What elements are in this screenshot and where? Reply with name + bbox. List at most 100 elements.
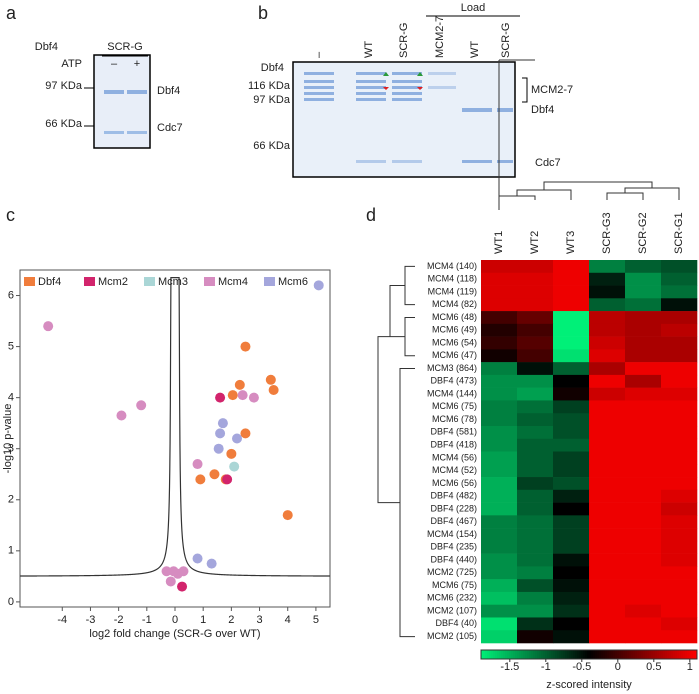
row-label: MCM6 (75) [432, 580, 477, 590]
colorbar-step [643, 650, 646, 659]
lane-label: WT [363, 41, 375, 58]
cell [553, 540, 590, 554]
x-tick-label: 5 [313, 614, 319, 626]
bracket [522, 77, 528, 103]
colorbar-step [605, 650, 608, 659]
x-tick-label: 2 [228, 614, 234, 626]
cell [589, 477, 626, 491]
cell [553, 502, 590, 516]
cell [481, 438, 518, 452]
point [268, 384, 279, 395]
colorbar-tick-label: 1 [687, 661, 693, 673]
cell [589, 311, 626, 325]
colorbar-step [531, 650, 534, 659]
cell [625, 489, 662, 503]
colorbar-step [629, 650, 632, 659]
cell [589, 260, 626, 274]
cell [661, 464, 698, 478]
colorbar-step [581, 650, 584, 659]
lane-label: SCR-G [500, 23, 512, 58]
legend-swatch [144, 277, 155, 286]
row-label: DBF4 (40) [435, 618, 477, 628]
point [282, 510, 293, 521]
x-tick-label: 0 [172, 614, 178, 626]
colorbar-step [689, 650, 692, 659]
cell [481, 502, 518, 516]
colorbar-step [645, 650, 648, 659]
cell [661, 349, 698, 363]
cell [625, 540, 662, 554]
cell [625, 413, 662, 427]
band [104, 131, 124, 134]
colorbar-step [687, 650, 690, 659]
colorbar-step [641, 650, 644, 659]
arrowhead [383, 72, 423, 76]
y-tick-label: 6 [8, 289, 14, 301]
colorbar-step [615, 650, 618, 659]
row-label: DBF4 (467) [430, 516, 477, 526]
colorbar-step [481, 650, 484, 659]
cell [625, 362, 662, 376]
cell [589, 464, 626, 478]
point [206, 558, 217, 569]
colorbar-step [597, 650, 600, 659]
cell [553, 285, 590, 299]
panel-label: c [6, 205, 15, 225]
column-label: SCR-G2 [637, 212, 649, 254]
lane-label: WT [469, 41, 481, 58]
cell [553, 566, 590, 580]
cell [517, 515, 554, 529]
point [43, 321, 54, 332]
colorbar-step [493, 650, 496, 659]
colorbar-step [613, 650, 616, 659]
marker-label: 97 KDa [253, 94, 291, 106]
row-label: DBF4 (418) [430, 439, 477, 449]
cell [589, 387, 626, 401]
point [248, 392, 259, 403]
cell [481, 285, 518, 299]
cell [481, 272, 518, 286]
y-tick-label: 2 [8, 494, 14, 506]
cell [589, 272, 626, 286]
cell [553, 374, 590, 388]
cell [625, 425, 662, 440]
lane-label: – [313, 51, 325, 58]
legend-swatch [204, 277, 215, 286]
band-label: Cdc7 [535, 157, 561, 169]
colorbar-step [561, 650, 564, 659]
colorbar-step [625, 650, 628, 659]
marker-label: 116 KDa [248, 80, 291, 92]
x-tick-label: -4 [57, 614, 67, 626]
panel-label: b [258, 3, 268, 23]
colorbar-step [571, 650, 574, 659]
cell [589, 413, 626, 427]
cell [589, 400, 626, 414]
point [226, 448, 237, 459]
row-label: Dbf4 [261, 62, 284, 74]
cell [553, 630, 590, 644]
x-tick-label: -2 [114, 614, 124, 626]
cell [517, 413, 554, 427]
row-label: MCM4 (140) [427, 261, 477, 271]
cell [589, 528, 626, 542]
cell [481, 387, 518, 401]
colorbar-step [607, 650, 610, 659]
colorbar-step [633, 650, 636, 659]
row-label: MCM4 (52) [432, 465, 477, 475]
cell [661, 387, 698, 401]
lane-label: + [134, 58, 140, 70]
cell [661, 362, 698, 376]
colorbar-step [551, 650, 554, 659]
colorbar-step [521, 650, 524, 659]
cell [625, 617, 662, 631]
colorbar-step [533, 650, 536, 659]
cell [517, 489, 554, 503]
cell [661, 374, 698, 388]
colorbar-step [537, 650, 540, 659]
cell [481, 374, 518, 388]
cell [661, 425, 698, 440]
cell [481, 489, 518, 503]
colorbar-step [539, 650, 542, 659]
colorbar-step [515, 650, 518, 659]
colorbar-step [509, 650, 512, 659]
